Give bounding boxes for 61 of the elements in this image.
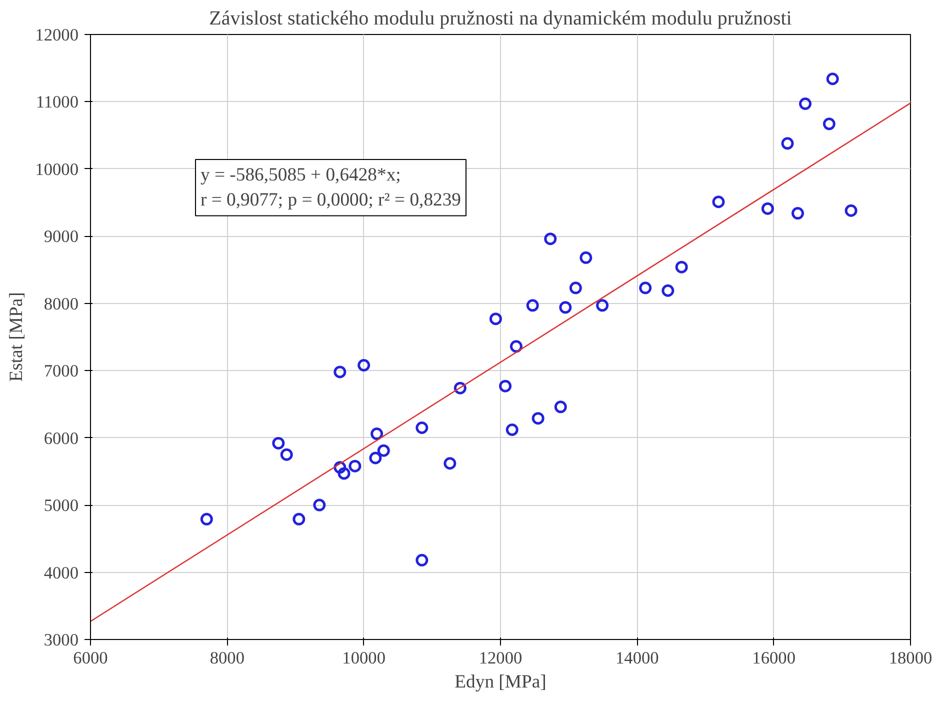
point — [596, 299, 609, 312]
point — [499, 380, 512, 392]
y-tick-label: 7000 — [44, 362, 78, 381]
point — [675, 260, 688, 274]
point — [377, 444, 390, 457]
x-tick-label: 12000 — [478, 648, 522, 668]
point — [559, 301, 572, 314]
y-tick-label: 10000 — [35, 160, 79, 179]
y-tick-label: 12000 — [35, 26, 79, 44]
y-tick-label: 6000 — [44, 428, 78, 448]
point — [348, 460, 362, 472]
point — [416, 422, 428, 434]
x-tick-label: 6000 — [73, 648, 108, 668]
point — [712, 196, 725, 208]
point — [569, 282, 582, 294]
y-tick-label: 5000 — [44, 496, 78, 516]
y-tick-label: 4000 — [44, 563, 78, 582]
y-tick-label: 9000 — [44, 227, 78, 246]
x-tick-label: 8000 — [210, 648, 244, 668]
y-tick-label: 8000 — [44, 294, 78, 314]
point — [662, 284, 674, 297]
x-axis-title: Edyn [MPa] — [454, 672, 546, 692]
point — [280, 448, 293, 461]
point — [200, 512, 213, 526]
chart-title: Závislost statického modulu pružnosti na dynamickém modulu pružnosti — [209, 8, 792, 30]
x-tick-label: 10000 — [342, 648, 386, 668]
point — [313, 498, 326, 512]
point — [338, 467, 350, 480]
point — [370, 428, 384, 440]
point — [334, 366, 346, 378]
point — [416, 554, 428, 566]
x-tick-label: 14000 — [616, 648, 659, 668]
annotation: y = -586,5085 + 0,6428*x; — [200, 164, 401, 186]
point — [761, 202, 774, 215]
point — [532, 412, 544, 425]
point — [639, 282, 652, 294]
y-tick-label: 3000 — [44, 630, 78, 650]
point — [544, 232, 557, 246]
point — [792, 207, 804, 220]
point — [826, 72, 839, 86]
x-tick-label: 18000 — [888, 648, 932, 668]
point — [334, 461, 346, 474]
annotation: r = 0,9077; p = 0,0000; r² = 0,8239 — [200, 190, 462, 211]
point — [272, 436, 285, 450]
point — [822, 118, 836, 130]
x-tick-label: 16000 — [752, 648, 796, 668]
point — [292, 512, 306, 526]
point — [526, 299, 539, 312]
point — [799, 98, 812, 110]
point — [580, 251, 592, 264]
point — [781, 137, 794, 150]
point — [844, 204, 858, 217]
point — [358, 358, 370, 372]
point — [369, 452, 382, 464]
y-axis-title: Estat [MPa] — [6, 292, 28, 382]
point — [454, 382, 466, 394]
point — [554, 400, 567, 414]
point — [489, 312, 502, 326]
y-tick-label: 11000 — [36, 92, 79, 112]
point — [444, 457, 456, 470]
point — [506, 424, 518, 436]
